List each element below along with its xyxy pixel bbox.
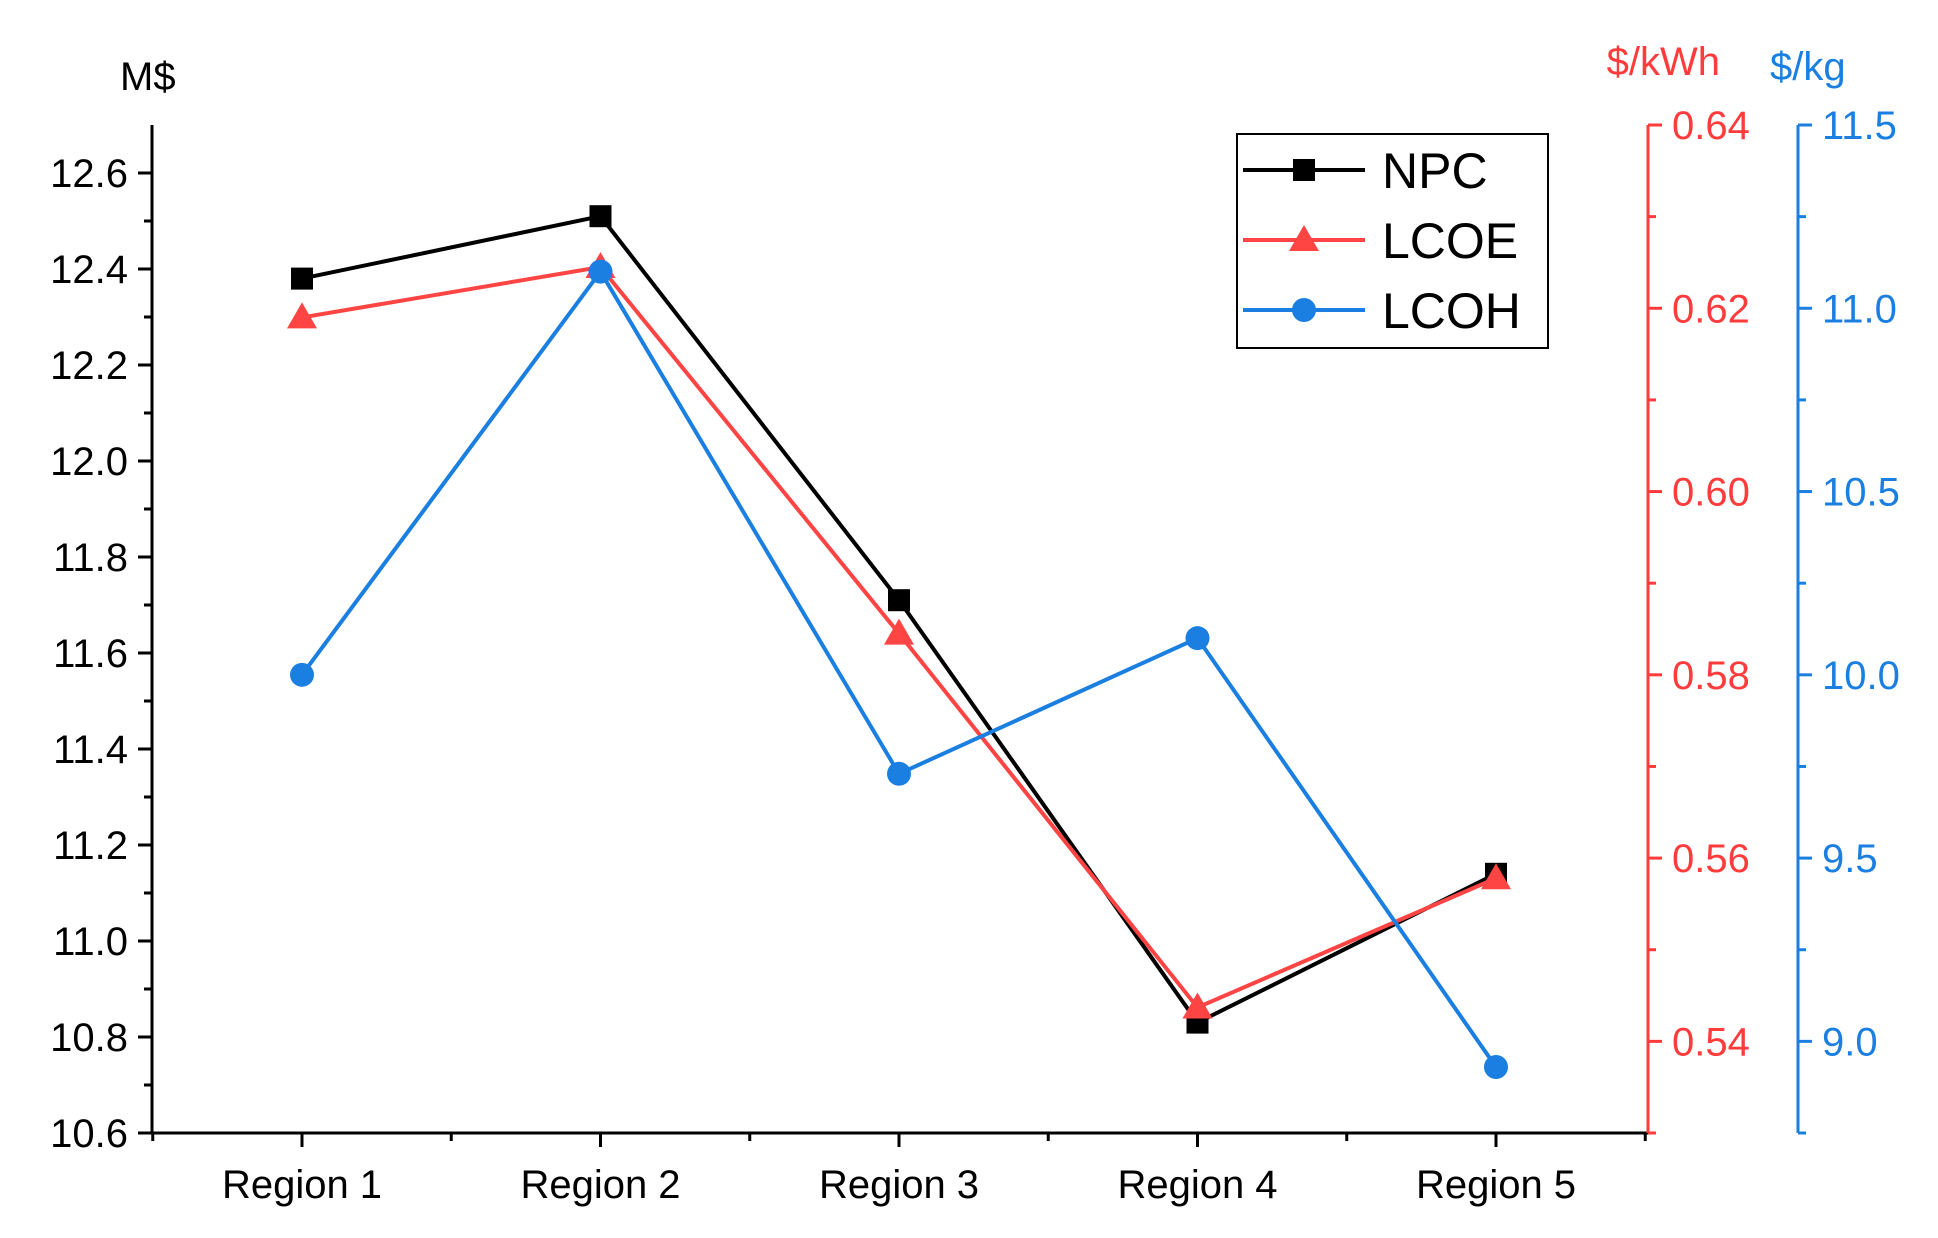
legend-marker-npc xyxy=(1293,159,1315,181)
series-npc xyxy=(291,205,1507,1034)
legend-marker-lcoh xyxy=(1292,298,1316,322)
right1-axis-tick-label: 0.60 xyxy=(1672,471,1750,515)
npc-point xyxy=(888,589,910,612)
left-axis-unit: M$ xyxy=(120,55,176,99)
left-axis-tick-label: 11.0 xyxy=(53,920,128,964)
right2-axis-tick-label: 9.0 xyxy=(1822,1020,1878,1064)
left-axis-tick-label: 10.8 xyxy=(50,1016,128,1060)
x-axis-tick-label: Region 2 xyxy=(520,1163,680,1207)
left-axis-tick-label: 11.8 xyxy=(53,536,128,580)
lcoe-point xyxy=(287,302,317,329)
x-axis-tick-label: Region 5 xyxy=(1416,1163,1576,1207)
legend-item-npc: NPC xyxy=(1243,143,1488,199)
npc-point xyxy=(589,205,612,228)
right2-axis-unit: $/kg xyxy=(1770,45,1846,89)
left-axis-tick-label: 12.6 xyxy=(50,152,128,196)
series-layer xyxy=(287,205,1511,1080)
lcoe-point xyxy=(884,618,914,645)
right1-axis-unit: $/kWh xyxy=(1607,40,1720,84)
left-axis-tick-label: 12.2 xyxy=(50,344,128,388)
axes-layer: 10.6 10.8 11.0 11.2 11.4 11.6 11.8 12.0 12.2 12.4… xyxy=(50,40,1900,1207)
lcoh-line xyxy=(300,268,1498,1069)
npc-point xyxy=(291,267,313,290)
left-axis-tick-label: 11.6 xyxy=(53,632,128,676)
left-axis-tick-label: 11.4 xyxy=(53,728,128,772)
lcoe-point xyxy=(1481,863,1511,890)
legend-item-lcoe: LCOE xyxy=(1243,213,1518,269)
right1-axis-tick-label: 0.54 xyxy=(1672,1020,1750,1064)
lcoh-point xyxy=(290,662,314,687)
right1-axis-tick-label: 0.56 xyxy=(1672,837,1750,881)
lcoh-point xyxy=(887,761,911,786)
right2-axis-tick-label: 10.5 xyxy=(1822,471,1900,515)
x-axis-tick-label: Region 1 xyxy=(222,1163,382,1207)
left-axis-tick-label: 12.0 xyxy=(50,440,128,484)
legend-item-lcoh: LCOH xyxy=(1243,283,1521,339)
right1-axis-tick-label: 0.64 xyxy=(1672,104,1750,148)
lcoh-point xyxy=(1484,1055,1508,1080)
lcoe-point xyxy=(1182,992,1213,1019)
left-axis-tick-label: 11.2 xyxy=(53,824,128,868)
legend-label-lcoh: LCOH xyxy=(1382,283,1521,339)
left-axis-tick-label: 12.4 xyxy=(50,248,128,292)
x-axis-tick-label: Region 4 xyxy=(1117,1163,1277,1207)
lcoh-point xyxy=(1185,626,1210,651)
right1-axis-tick-label: 0.62 xyxy=(1672,287,1750,331)
legend: NPC LCOE LCOH xyxy=(1236,133,1549,349)
lcoh-point xyxy=(588,259,613,284)
right2-axis-tick-label: 11.0 xyxy=(1822,287,1897,331)
right2-axis-tick-label: 10.0 xyxy=(1822,654,1900,698)
right2-axis-tick-label: 9.5 xyxy=(1822,837,1878,881)
series-lcoe xyxy=(287,252,1511,1019)
legend-label-lcoe: LCOE xyxy=(1382,213,1518,269)
left-axis-tick-label: 10.6 xyxy=(50,1112,128,1156)
legend-marker-lcoe xyxy=(1289,225,1319,251)
x-axis-tick-label: Region 3 xyxy=(819,1163,979,1207)
right1-axis-tick-label: 0.58 xyxy=(1672,654,1750,698)
legend-label-npc: NPC xyxy=(1382,143,1488,199)
series-lcoh xyxy=(290,259,1508,1080)
right2-axis-tick-label: 11.5 xyxy=(1822,104,1897,148)
